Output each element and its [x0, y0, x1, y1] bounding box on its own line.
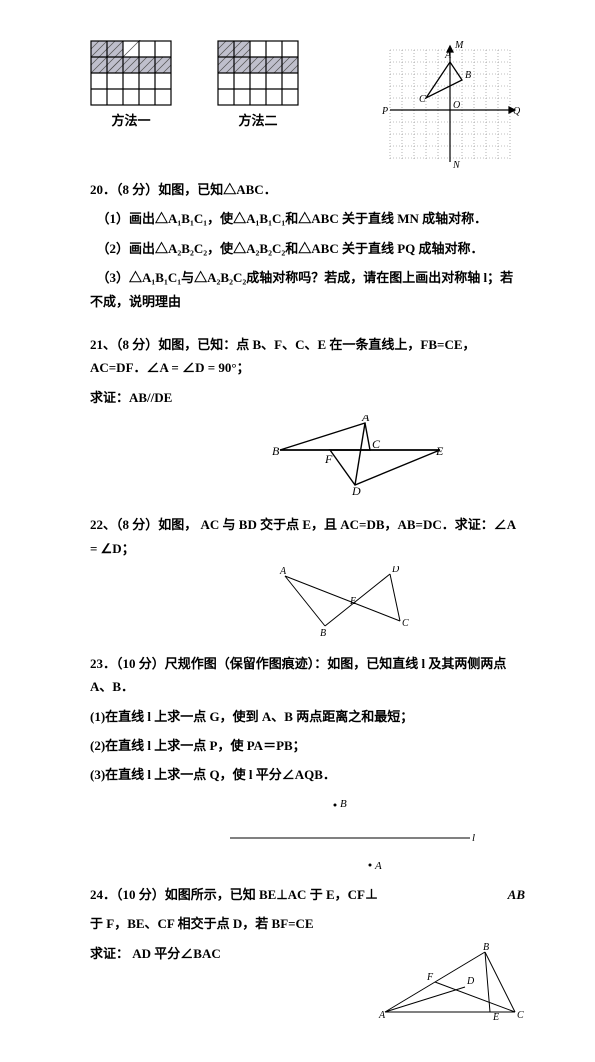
q23-line1: (1)在直线 l 上求一点 G，使到 A、B 两点距离之和最短；: [90, 705, 525, 728]
svg-text:C: C: [372, 437, 381, 451]
svg-text:D: D: [391, 566, 400, 575]
method2-block: 方法二: [217, 40, 299, 129]
svg-text:A: A: [361, 415, 370, 424]
q22-figure: A D B C E: [270, 566, 420, 636]
q24-header-p2: AB: [508, 883, 525, 906]
svg-text:F: F: [324, 452, 333, 466]
q20-header: 20．（8 分）如图，已知△ABC．: [90, 178, 525, 201]
label-M: M: [454, 40, 464, 51]
label-N: N: [452, 160, 461, 170]
svg-text:D: D: [351, 484, 361, 495]
svg-text:B: B: [320, 628, 326, 636]
label-A: A: [444, 50, 452, 61]
svg-text:E: E: [435, 444, 444, 458]
q21-figure: A B E F C D: [270, 415, 450, 495]
q20-line1: （1）画出△A₁B₁C₁，使△A₁B₁C₁和△ABC 关于直线 MN 成轴对称．: [90, 207, 525, 230]
svg-text:A: A: [279, 566, 287, 577]
svg-text:B: B: [340, 798, 347, 810]
svg-text:A: A: [378, 1010, 386, 1021]
top-figure-row: 方法一: [90, 40, 525, 170]
svg-text:A: A: [374, 860, 382, 872]
q23-line2: (2)在直线 l 上求一点 P，使 PA＝PB；: [90, 734, 525, 757]
q21-line1: 求证：AB//DE: [90, 386, 525, 409]
svg-text:E: E: [349, 596, 356, 607]
label-B: B: [465, 70, 471, 81]
q22-header: 22、（8 分）如图， AC 与 BD 交于点 E，且 AC=DB，AB=DC．…: [90, 513, 525, 560]
svg-text:l: l: [472, 832, 475, 844]
svg-text:O: O: [453, 100, 460, 111]
q23-header: 23．（10 分）尺规作图（保留作图痕迹）：如图，已知直线 l 及其两侧两点 A…: [90, 652, 525, 699]
svg-text:C: C: [517, 1010, 524, 1021]
q20-line2: （2）画出△A₂B₂C₂，使△A₂B₂C₂和△ABC 关于直线 PQ 成轴对称．: [90, 237, 525, 260]
svg-text:C: C: [402, 618, 409, 629]
method2-caption: 方法二: [217, 110, 299, 129]
svg-text:E: E: [492, 1012, 499, 1022]
method1-block: 方法一: [90, 40, 172, 129]
q24-line1: 于 F，BE、CF 相交于点 D，若 BF=CE: [90, 912, 525, 935]
svg-text:F: F: [426, 972, 434, 983]
q21-header: 21、（8 分）如图，已知：点 B、F、C、E 在一条直线上，FB=CE，AC=…: [90, 333, 525, 380]
q20-line3: （3）△A₁B₁C₁与△A₂B₂C₂成轴对称吗？若成，请在图上画出对称轴 l；若…: [90, 266, 525, 313]
method1-grid: [90, 40, 172, 106]
label-P: P: [381, 106, 388, 117]
q23-figure: B l A: [220, 793, 480, 873]
label-C: C: [419, 94, 426, 105]
svg-text:D: D: [466, 976, 475, 987]
page-content: 方法一: [0, 0, 595, 1062]
coord-plane: O P Q N M A B C: [375, 40, 525, 170]
svg-text:B: B: [272, 444, 280, 458]
q24-header-p1: 24．（10 分）如图所示，已知 BE⊥AC 于 E，CF⊥: [90, 883, 378, 906]
label-Q: Q: [513, 106, 521, 117]
method2-grid: [217, 40, 299, 106]
q24-figure: A B C D E F: [375, 942, 525, 1022]
coord-plane-block: O P Q N M A B C: [375, 40, 525, 170]
q24-header-row: 24．（10 分）如图所示，已知 BE⊥AC 于 E，CF⊥ AB: [90, 883, 525, 906]
svg-text:B: B: [483, 942, 489, 953]
q23-line3: (3)在直线 l 上求一点 Q，使 l 平分∠AQB．: [90, 763, 525, 786]
method1-caption: 方法一: [90, 110, 172, 129]
